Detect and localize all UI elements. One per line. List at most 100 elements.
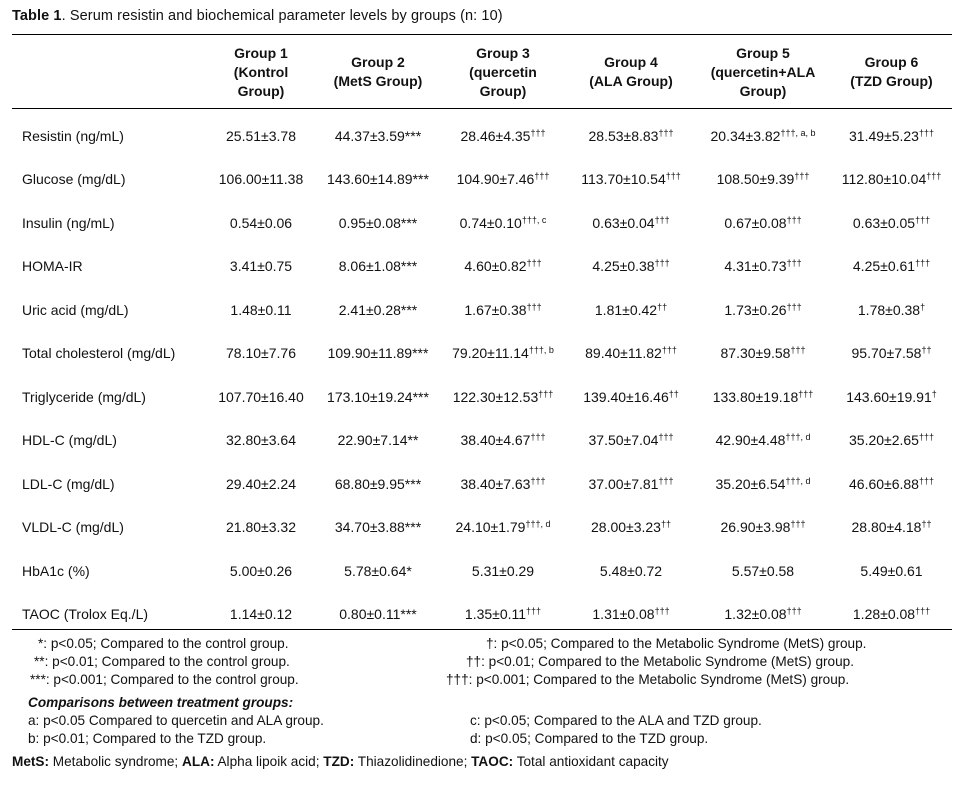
table-row: HDL-C (mg/dL) 32.80±3.64 22.90±7.14** 38.40… — [12, 419, 952, 463]
header-line: Group 3 — [476, 44, 530, 61]
value-cell: 0.54±0.06 — [205, 201, 317, 245]
cell-value: 4.25±0.61 — [852, 258, 916, 275]
cell-value: 22.90±7.14** — [337, 432, 419, 449]
table-row: HbA1c (%) 5.00±0.26 5.78±0.64* 5.31±0.29 5.4… — [12, 549, 952, 593]
significance-marker: ††† — [530, 127, 546, 138]
cell-value: 112.80±10.04 — [841, 171, 927, 188]
footnote-right-3: †††: p<0.001; Compared to the Metabolic … — [446, 672, 850, 687]
table-row: Triglyceride (mg/dL) 107.70±16.40 173.10±1… — [12, 375, 952, 419]
cell-value: 3.41±0.75 — [229, 258, 293, 275]
cell-value: 21.80±3.32 — [226, 519, 296, 536]
significance-marker: ††† — [926, 171, 942, 182]
abbr-term: TAOC: — [471, 754, 514, 769]
significance-marker: ††† — [918, 432, 934, 443]
value-cell: 1.14±0.12 — [205, 593, 317, 637]
value-cell: 0.95±0.08*** — [317, 201, 439, 245]
header-cell-group-2: Group 2 (MetS Group) — [317, 36, 439, 108]
cell-value: 95.70±7.58 — [851, 345, 922, 362]
cell-value: 0.80±0.11*** — [339, 606, 417, 623]
comparison-b: b: p<0.01; Compared to the TZD group. — [28, 731, 267, 746]
header-line: Group 2 — [351, 54, 405, 70]
significance-marker: †† — [668, 388, 679, 399]
value-cell: 95.70±7.58†† — [831, 332, 952, 376]
value-cell: 5.00±0.26 — [205, 549, 317, 593]
value-cell: 35.20±6.54†††, d — [695, 462, 831, 506]
cell-value: 89.40±11.82 — [585, 345, 662, 362]
cell-value: 1.32±0.08 — [724, 606, 787, 623]
abbr-term: MetS: — [12, 754, 50, 769]
header-row: Group 1 (Kontrol Group) Group 2 (MetS Group)… — [12, 36, 952, 108]
significance-marker: ††† — [530, 475, 546, 486]
header-line: Group 4 — [604, 54, 658, 70]
value-cell: 38.40±4.67††† — [439, 419, 567, 463]
table-row: LDL-C (mg/dL) 29.40±2.24 68.80±9.95*** 38.4… — [12, 462, 952, 506]
value-cell: 28.53±8.83††† — [567, 108, 695, 158]
value-cell: 5.57±0.58 — [695, 549, 831, 593]
cell-value: 0.95±0.08*** — [338, 214, 418, 231]
value-cell: 1.67±0.38††† — [439, 288, 567, 332]
significance-marker: ††† — [534, 171, 550, 182]
value-cell: 104.90±7.46††† — [439, 158, 567, 202]
header-line: Group 5 — [736, 44, 790, 61]
value-cell: 139.40±16.46†† — [567, 375, 695, 419]
cell-value: 104.90±7.46 — [456, 171, 535, 188]
value-cell: 3.41±0.75 — [205, 245, 317, 289]
cell-value: 37.00±7.81 — [588, 475, 659, 492]
value-cell: 28.46±4.35††† — [439, 108, 567, 158]
parameter-label: VLDL-C (mg/dL) — [22, 519, 124, 536]
cell-value: 1.31±0.08 — [592, 606, 655, 623]
cell-value: 32.80±3.64 — [226, 432, 296, 449]
comparison-d: d: p<0.05; Compared to the TZD group. — [470, 731, 709, 746]
cell-value: 29.40±2.24 — [226, 475, 296, 492]
cell-value: 143.60±14.89*** — [327, 171, 429, 188]
value-cell: 0.67±0.08††† — [695, 201, 831, 245]
header-cell-group-4: Group 4 (ALA Group) — [567, 36, 695, 108]
significance-marker: ††† — [526, 301, 542, 312]
cell-value: 143.60±19.91 — [846, 388, 932, 405]
significance-marker: †††, d — [525, 519, 551, 530]
value-cell: 1.35±0.11††† — [439, 593, 567, 637]
value-cell: 22.90±7.14** — [317, 419, 439, 463]
cell-value: 133.80±19.18 — [712, 388, 799, 405]
value-cell: 5.31±0.29 — [439, 549, 567, 593]
abbr-def: Total antioxidant capacity — [513, 754, 669, 769]
cell-value: 1.48±0.11 — [230, 301, 292, 318]
significance-marker: †† — [660, 519, 671, 530]
header-rule — [12, 108, 952, 109]
header-cell-group-6: Group 6 (TZD Group) — [831, 36, 952, 108]
significance-marker: ††† — [786, 258, 802, 269]
footnote-right-1: †: p<0.05; Compared to the Metabolic Syn… — [486, 636, 867, 651]
table-caption: Table 1. Serum resistin and biochemical … — [12, 8, 503, 24]
comparison-c: c: p<0.05; Compared to the ALA and TZD g… — [470, 713, 762, 728]
header-line: (ALA Group) — [589, 73, 673, 89]
value-cell: 143.60±14.89*** — [317, 158, 439, 202]
header-line: (quercetin+ALA — [710, 63, 816, 80]
abbr-def: Thiazolidinedione; — [354, 754, 472, 769]
top-rule — [12, 34, 952, 35]
cell-value: 5.78±0.64* — [344, 562, 412, 579]
cell-value: 0.63±0.05 — [852, 214, 916, 231]
abbr-def: Metabolic syndrome; — [49, 754, 182, 769]
significance-marker: ††† — [665, 171, 681, 182]
cell-value: 1.78±0.38 — [857, 301, 921, 318]
cell-value: 28.00±3.23 — [591, 519, 661, 536]
cell-value: 24.10±1.79 — [455, 519, 526, 536]
cell-value: 35.20±2.65 — [849, 432, 919, 449]
significance-marker: †††, b — [528, 345, 554, 356]
cell-value: 0.74±0.10 — [459, 214, 522, 231]
footnote-left-2: **: p<0.01; Compared to the control grou… — [34, 654, 290, 669]
value-cell: 44.37±3.59*** — [317, 108, 439, 158]
significance-marker: ††† — [658, 127, 674, 138]
cell-value: 4.31±0.73 — [724, 258, 787, 275]
value-cell: 68.80±9.95*** — [317, 462, 439, 506]
cell-value: 5.00±0.26 — [229, 562, 293, 579]
significance-marker: †††, d — [785, 432, 811, 443]
value-cell: 133.80±19.18††† — [695, 375, 831, 419]
caption-text: . Serum resistin and biochemical paramet… — [61, 8, 503, 24]
cell-value: 25.51±3.78 — [226, 127, 296, 144]
value-cell: 1.48±0.11 — [205, 288, 317, 332]
cell-value: 46.60±6.88 — [849, 475, 919, 492]
significance-marker: †††, c — [521, 214, 547, 225]
cell-value: 1.35±0.11 — [464, 606, 527, 623]
